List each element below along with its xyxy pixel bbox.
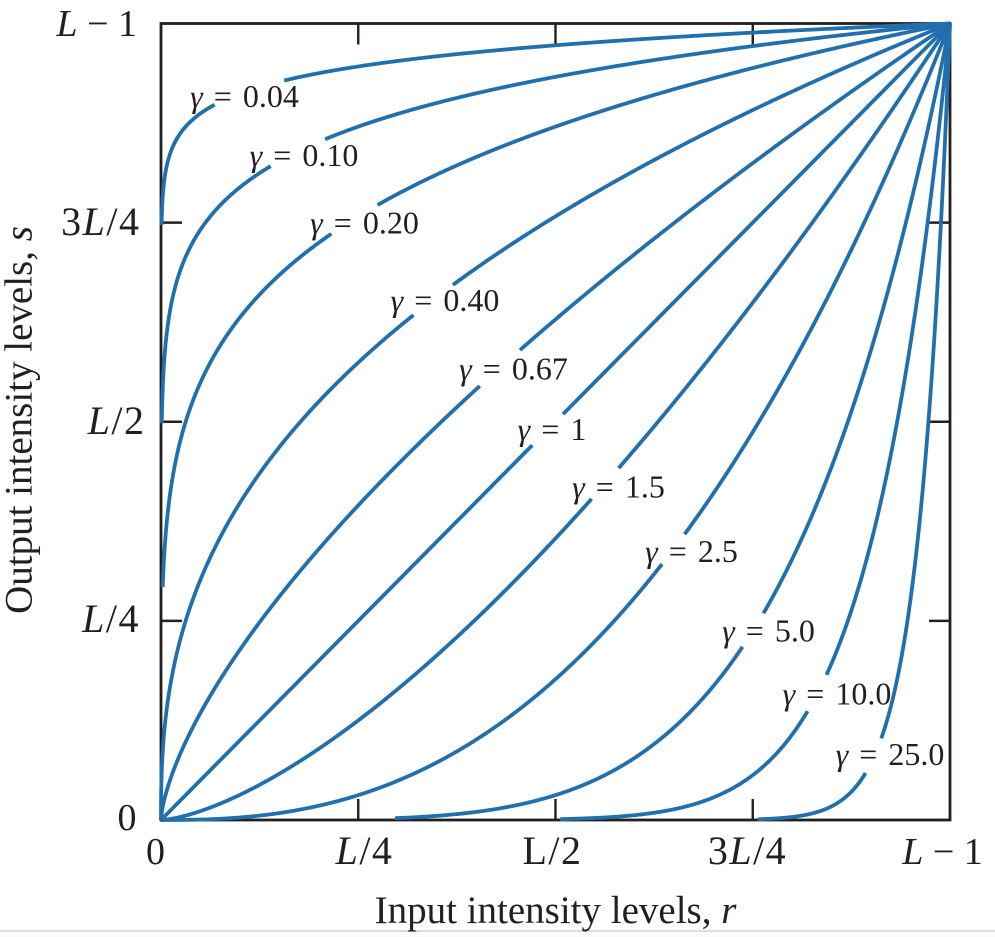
svg-text:γ = 25.0: γ = 25.0 <box>836 736 945 772</box>
svg-text:L/4: L/4 <box>81 596 140 641</box>
svg-text:L/2: L/2 <box>87 398 146 443</box>
svg-text:0: 0 <box>146 831 165 873</box>
svg-text:L/2: L/2 <box>522 828 582 873</box>
svg-text:γ = 0.10: γ = 0.10 <box>250 137 359 173</box>
svg-text:3L/4: 3L/4 <box>61 199 140 244</box>
svg-text:L/4: L/4 <box>335 828 394 873</box>
svg-text:γ = 1: γ = 1 <box>518 411 587 447</box>
svg-text:3L/4: 3L/4 <box>708 828 787 873</box>
svg-text:γ = 0.04: γ = 0.04 <box>190 78 299 114</box>
svg-text:γ = 10.0: γ = 10.0 <box>783 676 892 712</box>
svg-text:γ = 0.20: γ = 0.20 <box>310 205 419 241</box>
svg-text:Output intensity levels, s: Output intensity levels, s <box>0 226 41 614</box>
svg-text:γ = 5.0: γ = 5.0 <box>722 613 815 649</box>
svg-text:0: 0 <box>118 797 137 839</box>
svg-text:γ = 2.5: γ = 2.5 <box>645 533 738 569</box>
svg-text:γ = 1.5: γ = 1.5 <box>572 469 665 505</box>
svg-text:L − 1: L − 1 <box>55 3 137 45</box>
svg-text:γ = 0.40: γ = 0.40 <box>391 282 500 318</box>
svg-text:L − 1: L − 1 <box>901 831 983 873</box>
svg-text:γ = 0.67: γ = 0.67 <box>459 351 568 387</box>
svg-text:Input intensity levels, r: Input intensity levels, r <box>375 889 738 932</box>
